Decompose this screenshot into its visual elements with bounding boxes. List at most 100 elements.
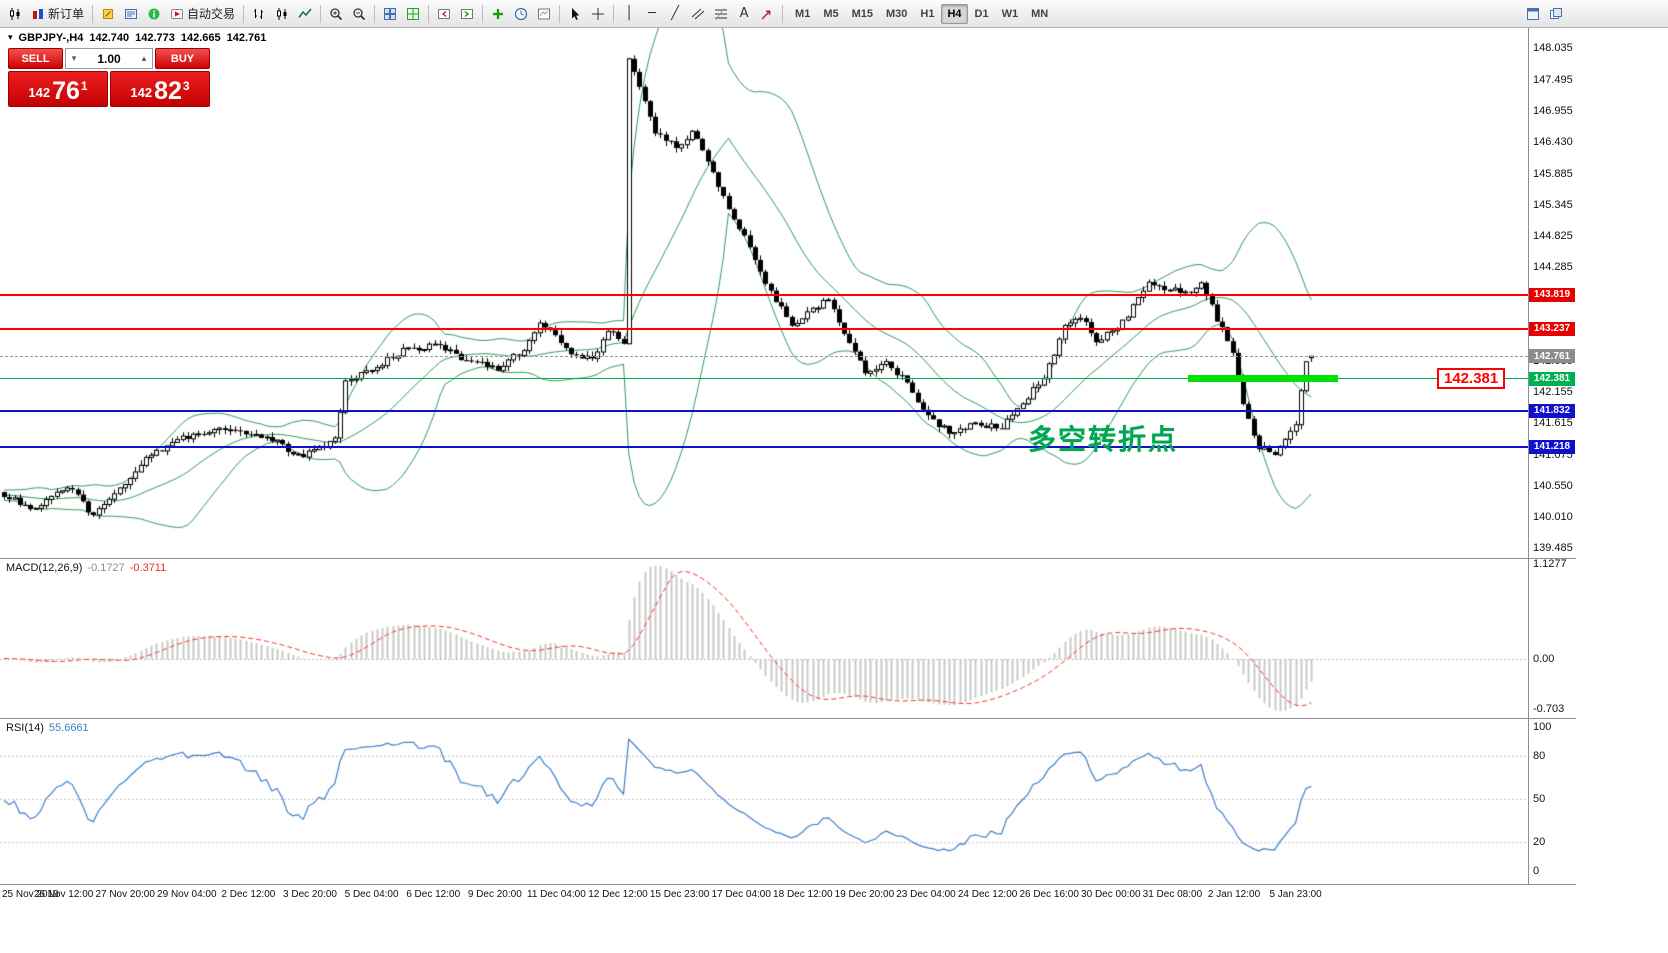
vertical-line-tool-icon: │ <box>625 5 633 21</box>
support-line-upper[interactable] <box>0 409 1528 412</box>
vertical-line-tool-button[interactable]: │ <box>618 3 640 25</box>
time-axis-label: 3 Dec 20:00 <box>283 889 337 900</box>
rsi-value: 55.6661 <box>48 722 89 734</box>
close-value: 142.761 <box>226 32 267 44</box>
macd-main-value: -0.1727 <box>87 562 125 574</box>
rsi-scale-value: 0 <box>1533 865 1540 877</box>
timeframe-m5-button[interactable]: M5 <box>823 7 839 20</box>
autotrading-button[interactable]: 自动交易 <box>166 3 239 25</box>
bar-chart-button[interactable] <box>248 3 270 25</box>
volume-up-icon[interactable]: ▴ <box>141 53 147 64</box>
timeframe-w1-button[interactable]: W1 <box>1001 7 1019 20</box>
trendline-tool-button[interactable]: ╱ <box>664 3 686 25</box>
chart-note-text[interactable]: 多空转折点 <box>1028 423 1179 456</box>
line-chart-button[interactable] <box>294 3 316 25</box>
cursor-tool-icon <box>568 7 582 21</box>
low-value: 142.665 <box>180 32 221 44</box>
resistance-line-lower[interactable] <box>0 327 1528 330</box>
chart-window[interactable]: ▾ GBPJPY-,H4 142.740 142.773 142.665 142… <box>0 28 1668 953</box>
volume-down-icon[interactable]: ▾ <box>71 53 77 64</box>
macd-scale-value: 0.00 <box>1533 653 1555 666</box>
rsi-panel-separator[interactable] <box>0 718 1576 719</box>
macd-scale-value: 1.1277 <box>1533 558 1567 571</box>
timeframe-m1-button[interactable]: M1 <box>795 7 811 20</box>
arrows-tool-icon <box>760 7 774 21</box>
pivot-level-line[interactable] <box>0 378 1528 380</box>
crosshair-tool-button[interactable] <box>587 3 609 25</box>
candlestick-chart-button[interactable] <box>271 3 293 25</box>
price-scale-tick: 146.955 <box>1533 105 1573 118</box>
volume-value[interactable]: 1.00 <box>97 51 121 66</box>
zoom-in-icon <box>329 7 343 21</box>
price-tag-143.819: 143.819 <box>1529 287 1575 302</box>
price-scale-tick: 144.285 <box>1533 261 1573 274</box>
metaeditor-button[interactable] <box>97 3 119 25</box>
time-axis-label: 2 Jan 12:00 <box>1207 889 1261 900</box>
toolbar-separator <box>613 4 615 23</box>
toolbar: 新订单 自动交易 │ ─ ╱ A M1 M5 M15 M30 H1 H4 D1 W1 MN <box>0 0 1668 28</box>
macd-name: MACD(12,26,9) <box>6 562 83 574</box>
fibonacci-tool-button[interactable] <box>710 3 732 25</box>
channel-tool-icon <box>691 7 705 21</box>
time-axis-label: 23 Dec 04:00 <box>896 889 956 900</box>
price-scale-tick: 140.010 <box>1533 511 1573 524</box>
timeframe-m30-button[interactable]: M30 <box>886 7 908 20</box>
fullscreen-icon <box>1526 7 1540 21</box>
zoom-out-button[interactable] <box>348 3 370 25</box>
cursor-tool-button[interactable] <box>564 3 586 25</box>
tile-windows-button[interactable] <box>379 3 401 25</box>
arrange-windows-button[interactable] <box>402 3 424 25</box>
chart-shift-button[interactable] <box>433 3 455 25</box>
open-value: 142.740 <box>89 32 130 44</box>
price-chart-canvas[interactable] <box>0 28 1528 558</box>
timeframe-h4-button[interactable]: H4 <box>941 3 968 24</box>
timeframe-m15-button[interactable]: M15 <box>851 7 873 20</box>
macd-indicator-canvas[interactable] <box>0 559 1528 718</box>
time-axis-label: 26 Nov 12:00 <box>33 889 94 900</box>
volume-field[interactable]: ▾ 1.00 ▴ <box>65 48 153 69</box>
new-chart-button[interactable] <box>4 3 26 25</box>
zoom-in-button[interactable] <box>325 3 347 25</box>
sell-button[interactable]: SELL <box>8 48 63 69</box>
timeframe-mn-button[interactable]: MN <box>1031 7 1049 20</box>
auto-scroll-button[interactable] <box>456 3 478 25</box>
channel-tool-button[interactable] <box>687 3 709 25</box>
rsi-indicator-canvas[interactable] <box>0 719 1528 884</box>
templates-icon <box>537 7 551 21</box>
resistance-line-upper[interactable] <box>0 293 1528 296</box>
sell-price-display[interactable]: 142 76 1 <box>8 71 108 107</box>
high-value: 142.773 <box>135 32 175 44</box>
periods-button[interactable] <box>510 3 532 25</box>
rsi-scale-value: 50 <box>1533 793 1546 805</box>
price-tag-141.218: 141.218 <box>1529 439 1575 454</box>
time-axis-label: 30 Dec 00:00 <box>1081 889 1141 900</box>
time-axis-label: 6 Dec 12:00 <box>406 889 461 900</box>
support-line-lower[interactable] <box>0 445 1528 448</box>
toolbar-separator <box>320 4 322 23</box>
buy-button[interactable]: BUY <box>155 48 210 69</box>
highlight-line-segment[interactable] <box>1188 375 1338 383</box>
fullscreen-button[interactable] <box>1522 3 1544 25</box>
info-button[interactable] <box>143 3 165 25</box>
text-tool-button[interactable]: A <box>733 3 755 25</box>
price-scale-border <box>1528 28 1529 885</box>
timeframe-d1-button[interactable]: D1 <box>974 7 989 20</box>
arrows-tool-button[interactable] <box>756 3 778 25</box>
price-tag-142.381: 142.381 <box>1529 371 1575 386</box>
collapse-panel-icon[interactable]: ▾ <box>8 33 13 43</box>
add-indicator-button[interactable] <box>487 3 509 25</box>
macd-panel-separator[interactable] <box>0 558 1576 559</box>
price-scale-tick: 142.155 <box>1533 385 1573 398</box>
new-order-button[interactable]: 新订单 <box>27 3 88 25</box>
zoom-out-icon <box>352 7 366 21</box>
buy-price-display[interactable]: 142 82 3 <box>110 71 210 107</box>
options-button[interactable] <box>120 3 142 25</box>
horizontal-line-tool-button[interactable]: ─ <box>641 3 663 25</box>
time-axis-label: 29 Nov 04:00 <box>157 889 217 900</box>
price-level-label[interactable]: 142.381 <box>1437 368 1506 389</box>
timeframe-h1-button[interactable]: H1 <box>920 7 935 20</box>
crosshair-tool-icon <box>591 7 605 21</box>
templates-button[interactable] <box>533 3 555 25</box>
chart-list-button[interactable] <box>1545 3 1567 25</box>
new-order-icon <box>31 7 45 21</box>
